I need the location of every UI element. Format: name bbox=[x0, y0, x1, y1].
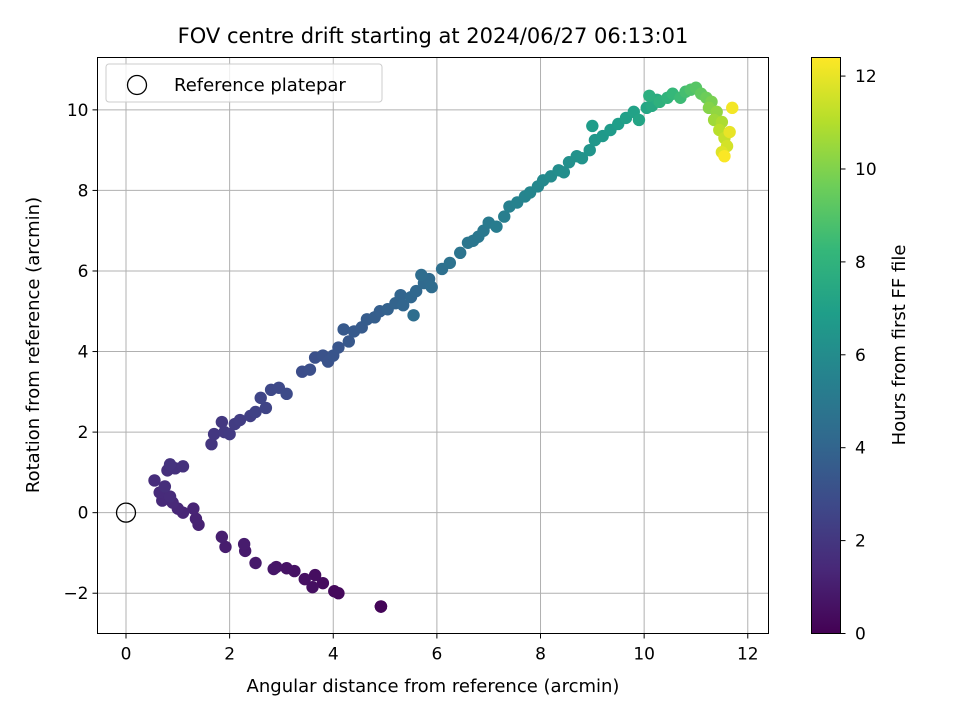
data-point bbox=[207, 427, 221, 441]
x-tick-label: 10 bbox=[633, 645, 655, 665]
data-point bbox=[643, 89, 656, 102]
data-point bbox=[267, 562, 280, 576]
y-tick-label: 0 bbox=[78, 504, 89, 524]
reference-point bbox=[115, 502, 137, 523]
data-point bbox=[316, 576, 330, 590]
data-point bbox=[409, 284, 423, 298]
data-point bbox=[280, 562, 293, 575]
data-point bbox=[163, 490, 177, 503]
legend: Reference platepar bbox=[105, 63, 383, 103]
data-point bbox=[723, 125, 736, 139]
data-point bbox=[415, 268, 428, 282]
data-point bbox=[233, 413, 247, 427]
x-tick-label: 4 bbox=[328, 645, 339, 665]
data-point bbox=[583, 143, 596, 157]
data-point bbox=[219, 540, 232, 554]
data-point bbox=[205, 437, 218, 451]
colorbar-tick-label: 10 bbox=[855, 160, 877, 180]
chart-title: FOV centre drift starting at 2024/06/27 … bbox=[178, 24, 689, 48]
data-point bbox=[249, 556, 262, 570]
data-point bbox=[557, 166, 571, 179]
data-point bbox=[306, 580, 319, 594]
data-point bbox=[443, 256, 457, 270]
data-point bbox=[394, 288, 407, 302]
data-point bbox=[280, 387, 293, 401]
data-point bbox=[215, 530, 229, 544]
data-points bbox=[148, 81, 739, 613]
x-tick-label: 0 bbox=[121, 645, 132, 665]
data-point bbox=[187, 502, 200, 515]
colorbar-tick-label: 0 bbox=[855, 625, 866, 645]
data-point bbox=[337, 323, 350, 336]
y-axis: −2 0 2 4 6 8 10 bbox=[63, 101, 98, 604]
data-point bbox=[259, 401, 273, 415]
data-point bbox=[632, 113, 646, 127]
legend-marker bbox=[126, 74, 148, 96]
colorbar-tick-label: 12 bbox=[855, 67, 877, 87]
y-axis-label: Rotation from reference (arcmin) bbox=[23, 197, 44, 493]
colorbar-tick-label: 4 bbox=[855, 439, 866, 459]
colorbar-tick-label: 2 bbox=[855, 532, 866, 552]
data-point bbox=[298, 572, 311, 586]
data-point bbox=[303, 363, 317, 376]
y-tick-label: 8 bbox=[78, 181, 89, 201]
data-point bbox=[332, 341, 345, 354]
data-point bbox=[237, 537, 251, 551]
colorbar-tick-label: 8 bbox=[855, 253, 866, 273]
plot-area-frame bbox=[97, 57, 769, 634]
x-axis: 0 2 4 6 8 10 12 bbox=[121, 633, 759, 665]
colorbar-tick-label: 6 bbox=[855, 346, 866, 366]
data-point bbox=[374, 600, 388, 613]
data-point bbox=[342, 335, 356, 348]
y-tick-label: 4 bbox=[78, 343, 89, 363]
x-tick-label: 2 bbox=[224, 645, 235, 665]
data-point bbox=[586, 119, 599, 133]
x-tick-label: 8 bbox=[535, 645, 546, 665]
data-point bbox=[308, 568, 322, 582]
x-tick-label: 6 bbox=[431, 645, 442, 665]
data-point bbox=[176, 460, 190, 473]
data-point bbox=[454, 246, 467, 260]
data-point bbox=[425, 280, 438, 294]
y-tick-label: −2 bbox=[63, 584, 88, 604]
data-point bbox=[328, 585, 341, 598]
x-axis-label: Angular distance from reference (arcmin) bbox=[247, 676, 620, 697]
data-point bbox=[223, 427, 236, 441]
data-point bbox=[249, 405, 262, 419]
colorbar-label: Hours from first FF file bbox=[889, 245, 910, 446]
data-point bbox=[718, 149, 731, 163]
y-tick-label: 2 bbox=[78, 423, 89, 443]
data-point bbox=[158, 480, 172, 493]
y-tick-label: 10 bbox=[67, 101, 89, 121]
data-point bbox=[397, 299, 410, 312]
reference-marker bbox=[115, 502, 137, 523]
legend-label: Reference platepar bbox=[174, 75, 346, 96]
colorbar-ticks: 0 2 4 6 8 10 12 bbox=[840, 67, 877, 645]
data-point bbox=[575, 151, 589, 165]
y-tick-label: 6 bbox=[78, 262, 89, 282]
data-point bbox=[726, 101, 739, 115]
data-point bbox=[254, 391, 267, 405]
data-point bbox=[163, 458, 177, 471]
x-tick-label: 12 bbox=[737, 645, 759, 665]
data-point bbox=[407, 309, 420, 322]
colorbar: 0 2 4 6 8 10 12 Hours from first FF file bbox=[811, 57, 910, 645]
data-point bbox=[490, 220, 503, 233]
legend-box bbox=[105, 63, 383, 103]
colorbar-fill bbox=[811, 57, 841, 634]
data-point bbox=[148, 474, 161, 487]
data-point bbox=[189, 512, 203, 525]
data-point bbox=[215, 415, 229, 429]
data-point bbox=[498, 210, 511, 223]
